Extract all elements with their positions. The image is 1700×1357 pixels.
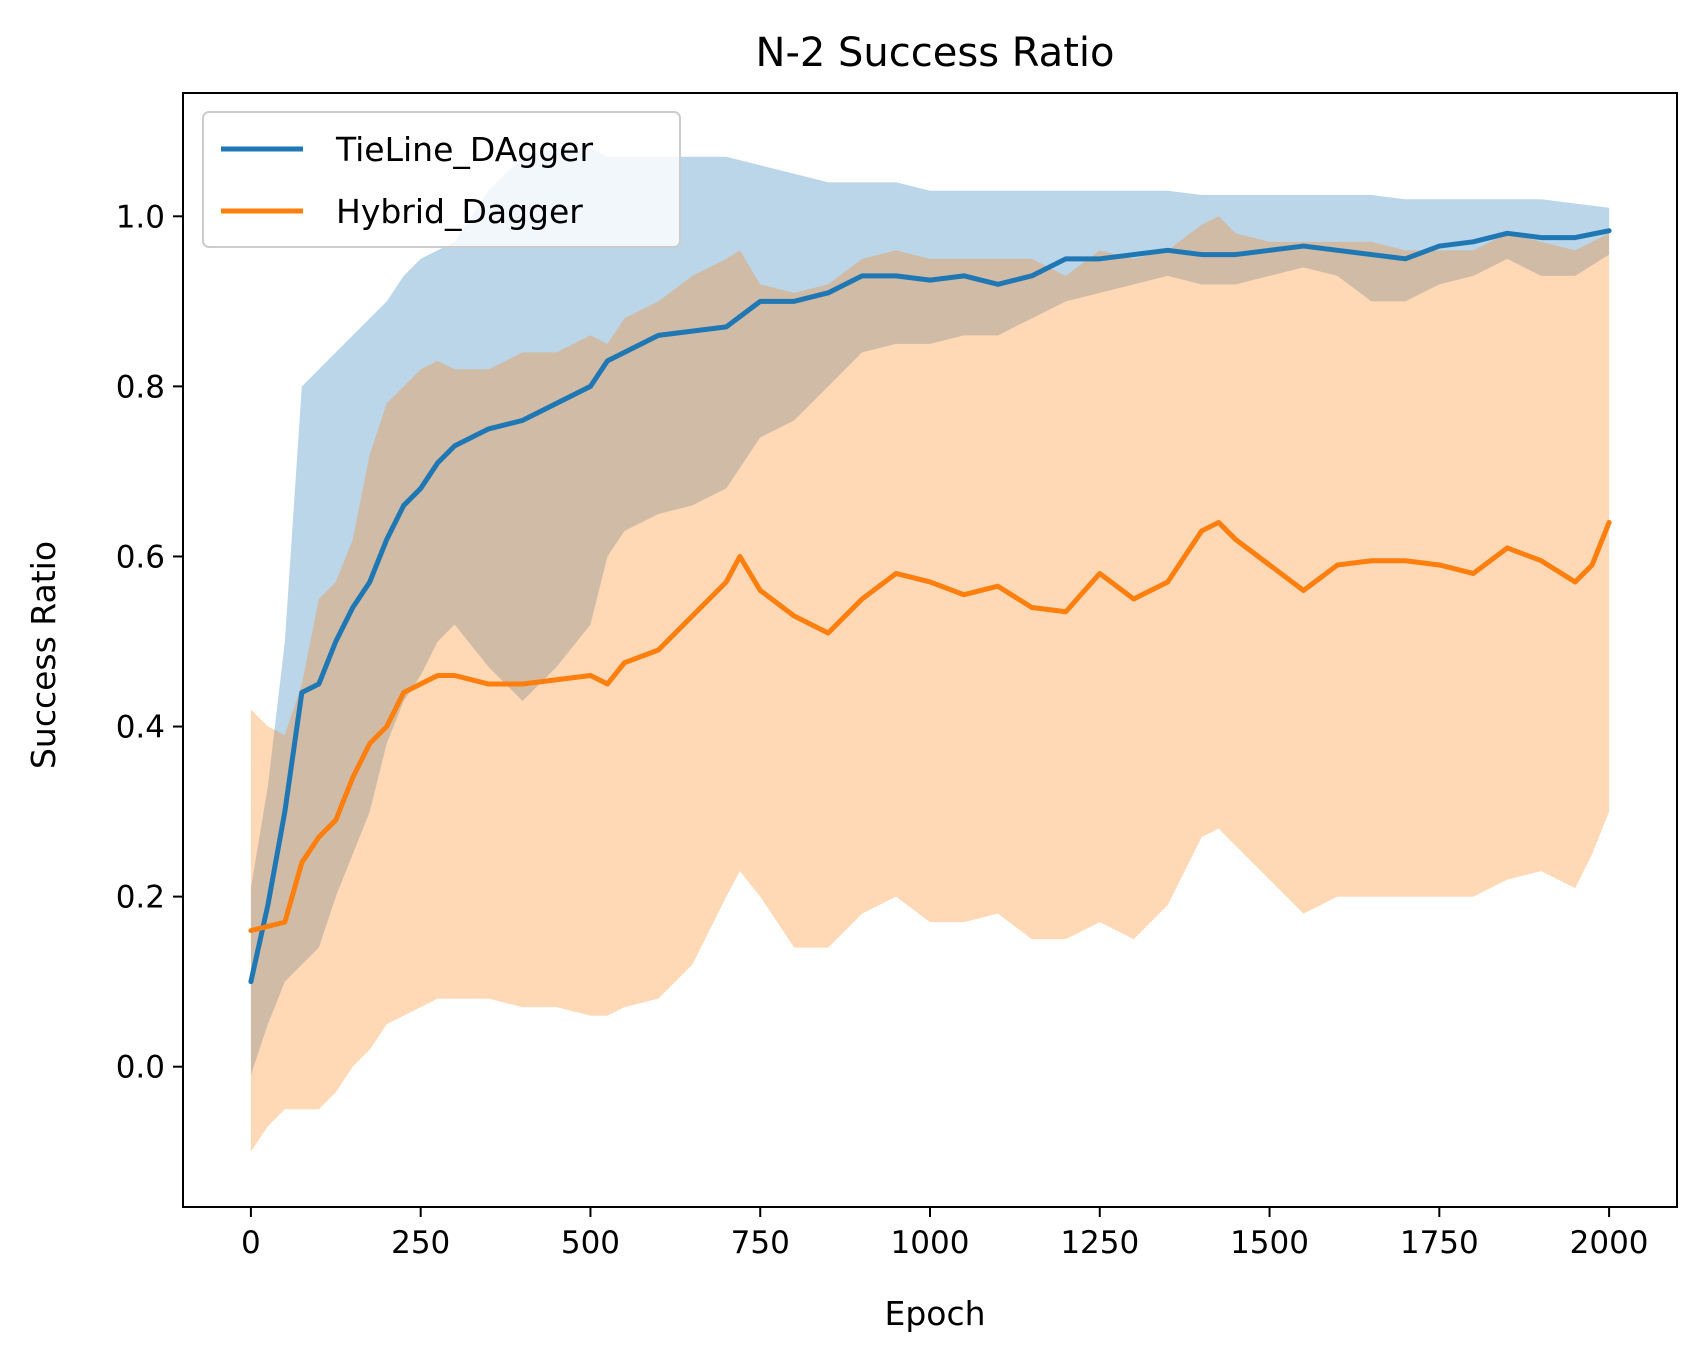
- x-tick-label: 500: [561, 1225, 620, 1261]
- confidence-bands: [250, 148, 1610, 1152]
- x-axis-ticks: 0 250 500 750 1000 1250 1500 1750 2000: [241, 1207, 1649, 1261]
- x-tick-label: 250: [391, 1225, 450, 1261]
- x-tick-label: 1000: [891, 1225, 970, 1261]
- y-tick-label: 1.0: [116, 199, 165, 235]
- x-axis-label: Epoch: [884, 1294, 985, 1333]
- chart-title: N-2 Success Ratio: [756, 30, 1115, 76]
- y-axis-label: Success Ratio: [24, 541, 63, 769]
- x-tick-label: 1500: [1230, 1225, 1309, 1261]
- band-series-0: [250, 148, 1610, 1076]
- x-tick-label: 1250: [1060, 1225, 1139, 1261]
- x-tick-label: 2000: [1570, 1225, 1649, 1261]
- series-lines: [248, 228, 1612, 985]
- legend-label-0: TieLine_DAgger: [335, 130, 593, 169]
- line-series-1: [248, 519, 1612, 934]
- legend-label-1: Hybrid_Dagger: [336, 192, 583, 231]
- line-series-0: [248, 228, 1612, 985]
- y-tick-label: 0.4: [116, 710, 165, 746]
- x-tick-label: 1750: [1400, 1225, 1479, 1261]
- y-tick-label: 0.6: [116, 539, 165, 575]
- legend-box: [202, 111, 681, 248]
- y-tick-label: 0.8: [116, 369, 165, 405]
- band-series-1: [250, 216, 1610, 1152]
- x-tick-label: 750: [731, 1225, 790, 1261]
- x-tick-label: 0: [241, 1225, 261, 1261]
- y-tick-label: 0.2: [116, 880, 165, 916]
- y-axis-ticks: 0.0 0.2 0.4 0.6 0.8 1.0: [116, 199, 183, 1086]
- y-tick-label: 0.0: [116, 1050, 165, 1086]
- legend: TieLine_DAgger Hybrid_Dagger: [202, 111, 681, 248]
